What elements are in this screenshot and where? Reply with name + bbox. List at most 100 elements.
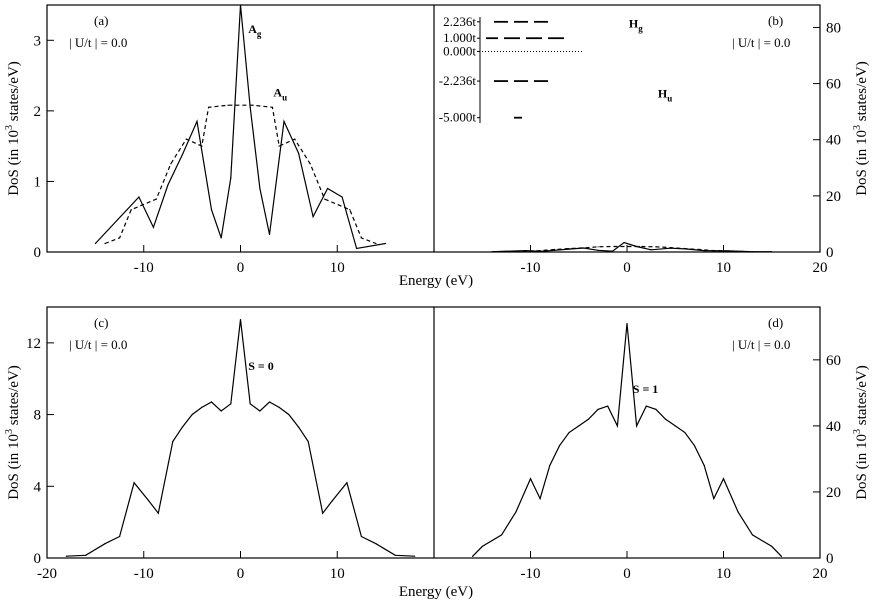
point-c-0-6 — [157, 512, 159, 514]
point-c-0-26 — [375, 543, 377, 545]
point-d-0-28 — [780, 555, 783, 557]
point-b-1-13 — [713, 249, 715, 252]
point-d-0-21 — [693, 445, 696, 447]
x-tick-label-b-0: -10 — [521, 260, 541, 276]
point-d-0-9 — [578, 425, 580, 427]
y-axis-label-d: DoS (in 103 states/eV) — [852, 365, 870, 500]
point-a-1-0 — [104, 242, 106, 245]
y-axis-label-c: DoS (in 103 states/eV) — [4, 365, 22, 500]
point-d-0-12 — [607, 405, 609, 407]
point-a-0-10 — [249, 106, 251, 108]
y-tick-label-a-0: 0 — [34, 245, 42, 261]
series-line-c-S=0 — [66, 319, 415, 557]
inset-level-label-3: -2.236t — [439, 73, 477, 88]
point-c-0-9 — [191, 413, 193, 416]
point-b-1-14 — [732, 250, 734, 252]
peak-label-c-0: S = 0 — [248, 359, 274, 373]
point-c-0-5 — [147, 500, 150, 502]
point-a-0-17 — [341, 196, 343, 198]
point-b-0-8 — [623, 241, 625, 244]
panel-tag-a: (a) — [94, 13, 108, 28]
panel-label-c: | U/t | = 0.0 — [69, 337, 127, 352]
peak-label-b-1: Hu — [658, 87, 672, 104]
y-tick-label-b-2: 40 — [826, 133, 841, 149]
point-b-1-9 — [655, 246, 657, 248]
point-d-0-26 — [751, 534, 754, 536]
point-a-0-18 — [356, 247, 358, 250]
point-c-0-27 — [394, 554, 396, 556]
point-d-0-2 — [500, 534, 503, 536]
point-a-0-12 — [268, 233, 271, 235]
point-b-1-2 — [539, 249, 541, 252]
point-a-0-4 — [181, 154, 184, 156]
point-b-1-7 — [613, 245, 616, 248]
point-c-0-14 — [239, 318, 242, 321]
point-a-0-19 — [385, 242, 387, 245]
point-a-1-8 — [227, 104, 229, 106]
point-b-1-11 — [684, 248, 686, 250]
y-tick-label-c-3: 12 — [26, 336, 41, 352]
x-tick-label-c-2: 0 — [237, 566, 245, 582]
point-a-1-5 — [185, 138, 187, 140]
point-a-1-7 — [207, 106, 210, 108]
panel-tag-c: (c) — [94, 315, 108, 330]
point-c-0-22 — [322, 512, 324, 514]
inset-level-label-4: -5.000t — [439, 110, 477, 125]
point-d-0-11 — [597, 408, 599, 410]
point-a-0-11 — [259, 187, 261, 190]
point-a-1-13 — [309, 163, 311, 165]
point-c-0-28 — [414, 555, 416, 557]
point-a-1-9 — [252, 104, 254, 106]
series-line-a-solid — [94, 4, 386, 250]
point-c-0-25 — [360, 535, 363, 538]
point-c-0-16 — [259, 410, 261, 412]
point-d-0-5 — [539, 497, 541, 500]
point-b-1-12 — [698, 248, 700, 251]
point-d-0-24 — [722, 478, 725, 480]
point-a-0-15 — [312, 216, 314, 218]
point-b-1-15 — [751, 251, 754, 253]
point-c-0-20 — [297, 426, 300, 428]
point-c-0-24 — [346, 482, 348, 484]
point-a-1-3 — [155, 198, 157, 200]
inset-level-label-2: 0.000t — [443, 43, 476, 58]
point-c-0-3 — [118, 535, 121, 538]
x-tick-label-c-0: -20 — [37, 566, 57, 582]
point-a-1-1 — [118, 237, 121, 239]
panel-label-b: | U/t | = 0.0 — [732, 35, 790, 50]
point-d-0-25 — [737, 511, 739, 513]
point-a-1-2 — [130, 209, 132, 211]
point-c-0-0 — [65, 555, 67, 557]
point-b-1-8 — [638, 245, 641, 248]
y-tick-label-b-4: 80 — [826, 20, 841, 36]
point-b-1-3 — [554, 248, 556, 251]
point-d-0-20 — [684, 431, 686, 434]
point-a-0-1 — [138, 196, 140, 198]
point-c-0-17 — [268, 401, 271, 403]
point-a-1-10 — [271, 106, 274, 108]
x-tick-label-c-3: 10 — [330, 566, 345, 582]
point-a-0-8 — [230, 177, 232, 179]
x-tick-label-b-1: 0 — [623, 260, 631, 276]
series-line-d-S=1 — [472, 323, 782, 557]
point-c-0-12 — [220, 410, 222, 412]
point-a-0-7 — [220, 237, 222, 239]
y-tick-label-d-3: 60 — [826, 353, 841, 369]
point-c-0-2 — [104, 543, 106, 545]
point-c-0-7 — [172, 440, 174, 443]
point-a-0-2 — [152, 226, 155, 228]
point-c-0-19 — [288, 413, 290, 416]
x-tick-label-a-2: 10 — [330, 260, 345, 276]
point-d-0-19 — [674, 425, 676, 427]
point-d-0-6 — [549, 464, 551, 467]
x-tick-label-d-3: 20 — [813, 566, 828, 582]
point-d-0-14 — [626, 322, 628, 325]
peak-label-b-0: Hg — [629, 16, 643, 33]
peak-label-a-1: Au — [273, 86, 287, 103]
point-a-0-9 — [239, 4, 242, 6]
x-tick-label-d-0: -10 — [521, 566, 541, 582]
point-a-1-17 — [375, 242, 377, 245]
y-axis-label-b: DoS (in 103 states/eV) — [852, 61, 870, 196]
point-a-1-6 — [201, 145, 203, 147]
y-tick-label-d-0: 0 — [826, 551, 834, 567]
